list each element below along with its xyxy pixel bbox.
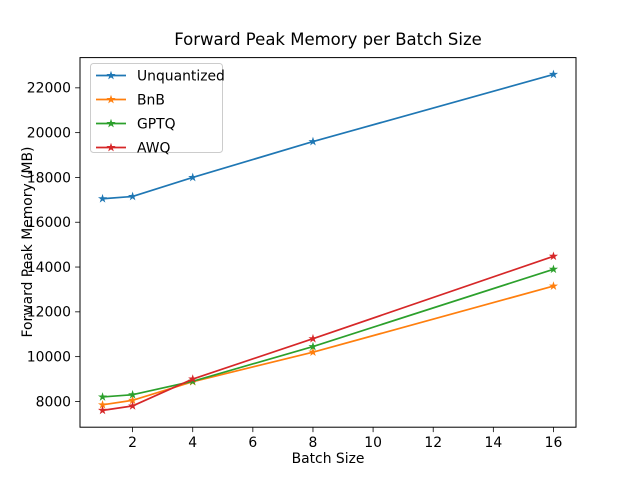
x-tick-label: 16	[545, 435, 563, 451]
star-marker	[188, 374, 198, 383]
star-marker	[548, 264, 559, 274]
star-marker	[128, 401, 138, 410]
legend-item-bnb: BnB	[96, 92, 165, 108]
star-marker	[548, 69, 559, 79]
y-tick-label: 12000	[27, 305, 71, 321]
star-marker	[308, 333, 318, 343]
y-tick-label: 14000	[27, 260, 71, 276]
y-tick-label: 22000	[27, 81, 71, 97]
y-tick-label: 18000	[27, 170, 71, 186]
series-gptq	[97, 264, 559, 401]
star-marker	[308, 136, 318, 146]
legend-star-marker	[106, 142, 116, 152]
legend-item-gptq: GPTQ	[96, 116, 176, 132]
star-marker	[97, 193, 108, 203]
legend-label: Unquantized	[137, 68, 225, 84]
y-tick-label: 20000	[27, 126, 71, 142]
y-axis-label: Forward Peak Memory (MB)	[20, 147, 36, 338]
series-awq	[97, 251, 559, 415]
legend-item-awq: AWQ	[96, 140, 170, 156]
star-marker	[128, 395, 138, 405]
star-marker	[548, 281, 559, 290]
plot-area	[79, 57, 577, 428]
axis-ticks: 2 4 6 8 10 12 14 16 8000 10000 12000 14000 16000 1800…	[27, 81, 563, 451]
y-tick-label: 8000	[36, 394, 71, 410]
x-tick-label: 6	[248, 435, 257, 451]
legend-star-marker	[106, 94, 116, 104]
x-tick-label: 14	[484, 435, 502, 451]
star-marker	[97, 400, 108, 409]
legend-box	[90, 63, 223, 153]
legend-item-unquantized: Unquantized	[96, 68, 225, 84]
series-line	[101, 255, 555, 412]
star-marker	[128, 191, 138, 201]
star-marker	[548, 251, 559, 261]
series-unquantized	[97, 69, 559, 203]
star-marker	[188, 172, 198, 182]
star-marker	[308, 347, 318, 357]
legend-label: GPTQ	[137, 116, 176, 132]
x-tick-label: 2	[128, 435, 137, 451]
legend-label: AWQ	[137, 140, 170, 156]
legend-label: BnB	[137, 92, 165, 108]
y-tick-label: 16000	[27, 215, 71, 231]
legend-star-marker	[106, 70, 116, 80]
series-bnb	[97, 281, 559, 409]
star-marker	[128, 389, 138, 399]
star-marker	[97, 392, 108, 401]
star-marker	[97, 405, 108, 415]
data-series	[97, 69, 559, 415]
x-tick-label: 12	[424, 435, 442, 451]
x-tick-label: 8	[309, 435, 318, 451]
chart-title: Forward Peak Memory per Batch Size	[174, 30, 482, 49]
x-tick-label: 10	[364, 435, 382, 451]
x-axis-label: Batch Size	[292, 451, 365, 467]
star-marker	[308, 341, 318, 351]
legend-star-marker	[106, 118, 116, 128]
y-tick-label: 10000	[27, 350, 71, 366]
legend: Unquantized BnB GPTQ AWQ	[90, 63, 225, 156]
x-tick-label: 4	[188, 435, 197, 451]
